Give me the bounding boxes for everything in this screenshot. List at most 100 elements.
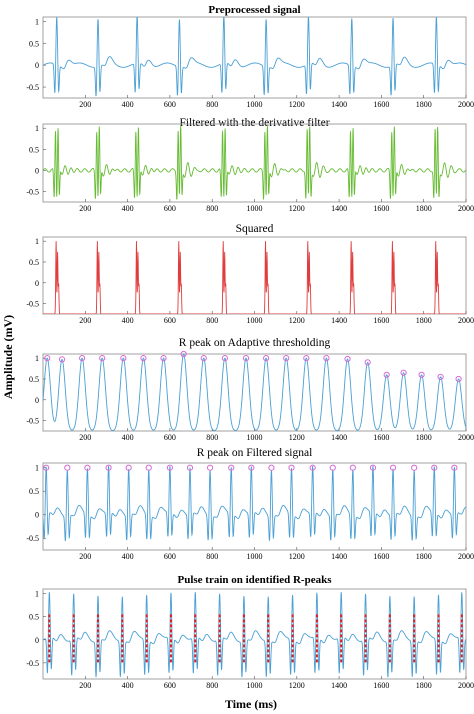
y-tick-label: -0.5 (26, 187, 39, 196)
r-peak-marker (105, 464, 112, 471)
plot-frame (42, 588, 467, 680)
x-tick-label: 1200 (289, 433, 305, 442)
x-axis-label: Time (ms) (225, 697, 277, 711)
y-tick-label: 1 (35, 124, 39, 133)
x-tick-label: 2000 (458, 316, 474, 325)
chart-panel-3: Squared 1 0.5 0 -0.5 200 400 600 800 1000 1200 1400… (26, 223, 474, 325)
signal-line (43, 354, 466, 431)
r-peak-marker (44, 355, 51, 362)
chart-title: R peak on Adaptive thresholding (179, 337, 331, 349)
chart-panel-1: Preprocessed signal 1 0.5 0 -0.5 200 400 600 800… (26, 4, 474, 109)
x-tick-label: 1400 (331, 681, 347, 690)
x-tick-label: 200 (79, 433, 91, 442)
x-tick-label: 1000 (247, 681, 263, 690)
r-peak-marker (349, 464, 356, 471)
r-peak-marker (288, 464, 295, 471)
r-peak-marker (145, 464, 152, 471)
x-tick-label: 600 (164, 316, 176, 325)
y-axis-label: Amplitude (mV) (1, 315, 15, 399)
r-peak-marker (323, 355, 330, 362)
x-tick-label: 1000 (247, 433, 263, 442)
r-peak-marker (140, 355, 147, 362)
x-tick-label: 1600 (373, 552, 389, 561)
x-tick-label: 1400 (331, 552, 347, 561)
signal-line (43, 241, 466, 314)
plot-frame (42, 236, 467, 315)
x-tick-label: 800 (206, 316, 218, 325)
y-tick-label: 1 (35, 590, 39, 599)
x-tick-label: 200 (79, 681, 91, 690)
x-tick-label: 1200 (289, 316, 305, 325)
signal-line (43, 465, 466, 542)
r-peak-marker (125, 464, 132, 471)
y-tick-label: 0.5 (29, 375, 39, 384)
x-tick-label: 800 (206, 100, 218, 109)
x-tick-label: 1600 (373, 100, 389, 109)
y-tick-label: 0 (35, 511, 39, 520)
r-peak-marker (200, 355, 207, 362)
signal-line (43, 125, 466, 200)
y-tick-label: -0.5 (26, 300, 39, 309)
x-tick-label: 400 (122, 204, 134, 213)
x-tick-label: 800 (206, 552, 218, 561)
r-peak-marker (248, 464, 255, 471)
r-peak-marker (166, 464, 173, 471)
x-tick-label: 1200 (289, 204, 305, 213)
chart-panel-4: R peak on Adaptive thresholding 1 0.5 0 -0.5… (26, 337, 474, 442)
x-tick-label: 1000 (247, 316, 263, 325)
r-peak-marker (206, 464, 214, 471)
x-tick-label: 800 (206, 681, 218, 690)
x-tick-label: 2000 (458, 100, 474, 109)
chart-title: Pulse train on identified R-peaks (177, 574, 332, 586)
signal-line (43, 17, 466, 97)
series-group (43, 592, 466, 678)
r-peak-marker (383, 371, 390, 378)
r-peak-marker (242, 355, 250, 362)
r-peak-marker (369, 464, 377, 471)
y-tick-label: 1 (35, 237, 39, 246)
y-tick-label: -0.5 (26, 659, 39, 668)
x-tick-label: 600 (164, 100, 176, 109)
y-tick-label: 0 (35, 636, 39, 645)
r-peak-marker (309, 464, 316, 471)
x-tick-label: 1400 (331, 100, 347, 109)
y-tick-label: 0.5 (29, 258, 39, 267)
y-tick-label: 0 (35, 166, 39, 175)
x-tick-label: 1200 (289, 681, 305, 690)
y-tick-label: 0.5 (29, 145, 39, 154)
x-tick-label: 1800 (416, 552, 432, 561)
x-tick-label: 200 (79, 204, 91, 213)
plot-frame (42, 123, 467, 203)
signal-line (43, 592, 466, 678)
series-group (43, 17, 466, 97)
y-tick-label: 1 (35, 464, 39, 473)
y-tick-label: 0 (35, 396, 39, 405)
y-tick-label: 0 (35, 61, 39, 70)
x-tick-label: 1600 (373, 204, 389, 213)
plot-frame (42, 353, 467, 432)
y-tick-label: -0.5 (26, 83, 39, 92)
x-tick-label: 800 (206, 204, 218, 213)
x-tick-label: 2000 (458, 204, 474, 213)
y-tick-label: -0.5 (26, 534, 39, 543)
x-tick-label: 1800 (416, 100, 432, 109)
x-tick-label: 1800 (416, 316, 432, 325)
r-peak-marker (455, 375, 462, 383)
x-tick-label: 2000 (458, 681, 474, 690)
series-group (43, 125, 466, 200)
r-peak-marker (431, 464, 438, 471)
r-peak-marker (411, 464, 418, 471)
r-peak-marker (99, 355, 106, 362)
x-tick-label: 600 (164, 204, 176, 213)
r-peak-marker (268, 464, 275, 471)
y-tick-label: 0.5 (29, 613, 39, 622)
y-tick-label: 0.5 (29, 487, 39, 496)
r-peak-marker (303, 355, 310, 362)
x-tick-label: 1000 (247, 552, 263, 561)
r-peak-marker (120, 355, 127, 362)
x-tick-label: 2000 (458, 552, 474, 561)
r-peak-marker (437, 373, 444, 380)
r-peak-marker (228, 464, 235, 471)
x-tick-label: 1600 (373, 316, 389, 325)
